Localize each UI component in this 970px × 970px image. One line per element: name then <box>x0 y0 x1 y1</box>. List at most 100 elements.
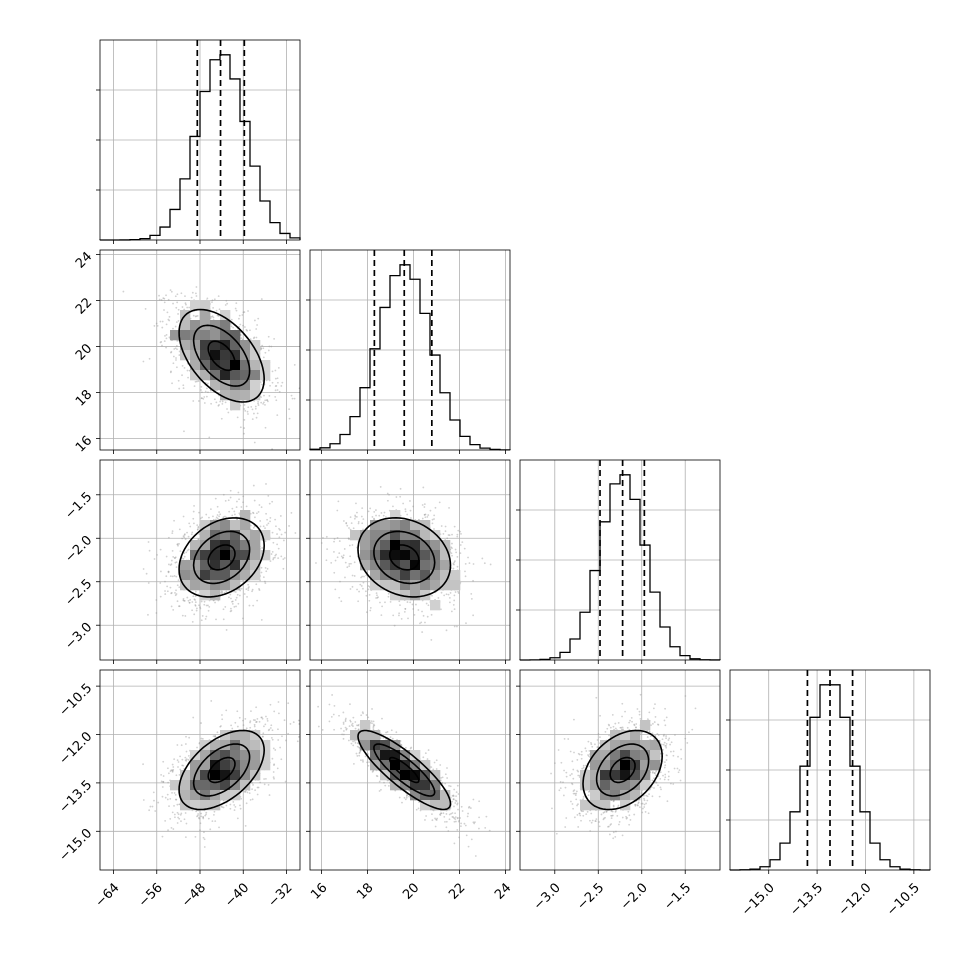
density-cell <box>210 740 221 751</box>
sample-point <box>453 560 456 562</box>
sample-point <box>259 781 262 784</box>
density-cell <box>400 590 411 601</box>
sample-point <box>229 807 232 810</box>
sample-point <box>481 557 484 560</box>
sample-point <box>152 791 155 794</box>
sample-point <box>455 800 458 802</box>
sample-point <box>226 302 229 305</box>
sample-point <box>161 326 164 329</box>
sample-point <box>450 812 452 815</box>
sample-point <box>239 323 242 326</box>
density-cell <box>420 580 431 591</box>
sample-point <box>357 600 360 603</box>
sample-point <box>164 796 167 799</box>
sample-point <box>283 557 286 559</box>
sample-point <box>633 723 636 726</box>
contour-line <box>178 308 266 403</box>
density-cell <box>210 800 221 811</box>
density-cell <box>430 530 441 541</box>
sample-point <box>266 717 269 720</box>
sample-point <box>391 737 394 740</box>
sample-point <box>350 724 353 726</box>
sample-point <box>638 806 641 809</box>
sample-point <box>233 605 236 608</box>
sample-point <box>225 629 228 631</box>
sample-point <box>277 557 280 560</box>
sample-point <box>378 780 381 783</box>
sample-point <box>588 749 591 752</box>
density-cell <box>190 320 201 331</box>
density-cell <box>210 570 221 581</box>
density-cell <box>390 520 401 531</box>
sample-point <box>260 396 262 399</box>
sample-point <box>228 510 231 513</box>
sample-point <box>459 552 462 555</box>
sample-point <box>279 529 281 531</box>
sample-point <box>653 777 655 780</box>
sample-point <box>469 807 472 809</box>
sample-point <box>224 606 227 608</box>
density-cell <box>430 790 441 801</box>
sample-point <box>433 514 436 517</box>
sample-point <box>459 544 462 546</box>
sample-point <box>211 820 214 823</box>
sample-point <box>155 599 158 601</box>
density-cell <box>200 330 211 341</box>
sample-point <box>387 592 390 595</box>
sample-point <box>181 614 184 617</box>
sample-point <box>655 781 658 784</box>
sample-point <box>183 366 186 369</box>
sample-point <box>161 795 164 798</box>
sample-point <box>243 326 246 328</box>
histogram-steps <box>519 474 721 661</box>
sample-point <box>198 604 200 607</box>
sample-point <box>365 594 368 597</box>
sample-point <box>367 753 369 755</box>
sample-point <box>336 556 339 559</box>
sample-point <box>454 591 457 593</box>
sample-point <box>442 532 445 535</box>
sample-point <box>666 754 668 757</box>
sample-point <box>263 783 266 786</box>
density-cell <box>390 770 401 781</box>
sample-point <box>235 605 237 608</box>
sample-point <box>189 525 192 528</box>
sample-point <box>660 743 663 746</box>
density-cell <box>390 590 401 601</box>
sample-point <box>249 329 251 332</box>
density-cell <box>230 330 241 341</box>
sample-point <box>672 750 675 753</box>
sample-point <box>665 735 668 737</box>
sample-point <box>643 803 646 806</box>
sample-point <box>662 748 664 751</box>
sample-point <box>594 743 596 746</box>
sample-point <box>221 403 224 405</box>
sample-point <box>422 486 425 489</box>
sample-point <box>308 573 310 575</box>
sample-point <box>175 798 178 801</box>
sample-point <box>576 769 579 772</box>
sample-point <box>193 613 196 616</box>
sample-point <box>148 357 151 360</box>
sample-point <box>452 795 455 797</box>
sample-point <box>399 487 402 490</box>
sample-point <box>184 836 187 838</box>
sample-point <box>184 756 187 759</box>
sample-point <box>274 396 277 398</box>
density-cell <box>370 550 381 561</box>
sample-point <box>386 492 389 495</box>
contour-line <box>207 340 236 372</box>
sample-point <box>610 817 613 820</box>
sample-point <box>221 714 223 716</box>
sample-point <box>252 526 255 529</box>
sample-point <box>457 793 460 795</box>
sample-point <box>164 580 166 583</box>
sample-point <box>231 602 234 605</box>
sample-point <box>382 736 385 739</box>
sample-point <box>338 596 341 599</box>
sample-point <box>573 718 575 721</box>
density-cell <box>240 540 251 551</box>
sample-point <box>255 328 258 330</box>
sample-point <box>184 538 187 541</box>
density-cell <box>450 570 461 581</box>
